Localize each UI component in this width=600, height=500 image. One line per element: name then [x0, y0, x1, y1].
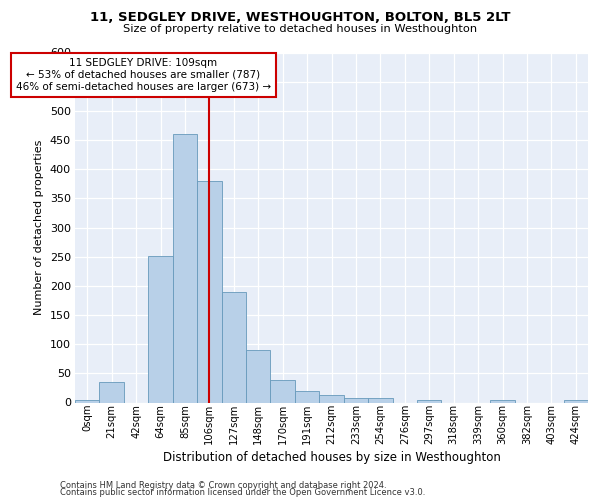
- X-axis label: Distribution of detached houses by size in Westhoughton: Distribution of detached houses by size …: [163, 451, 500, 464]
- Bar: [490, 400, 515, 402]
- Bar: [197, 181, 221, 402]
- Text: 11, SEDGLEY DRIVE, WESTHOUGHTON, BOLTON, BL5 2LT: 11, SEDGLEY DRIVE, WESTHOUGHTON, BOLTON,…: [90, 11, 510, 24]
- Text: Size of property relative to detached houses in Westhoughton: Size of property relative to detached ho…: [123, 24, 477, 34]
- Bar: [148, 256, 173, 402]
- Bar: [368, 398, 392, 402]
- Bar: [417, 400, 442, 402]
- Bar: [75, 400, 100, 402]
- Bar: [295, 391, 319, 402]
- Bar: [246, 350, 271, 403]
- Bar: [173, 134, 197, 402]
- Bar: [221, 292, 246, 403]
- Text: Contains HM Land Registry data © Crown copyright and database right 2024.: Contains HM Land Registry data © Crown c…: [60, 481, 386, 490]
- Bar: [319, 395, 344, 402]
- Bar: [100, 382, 124, 402]
- Text: Contains public sector information licensed under the Open Government Licence v3: Contains public sector information licen…: [60, 488, 425, 497]
- Bar: [563, 400, 588, 402]
- Text: 11 SEDGLEY DRIVE: 109sqm
← 53% of detached houses are smaller (787)
46% of semi-: 11 SEDGLEY DRIVE: 109sqm ← 53% of detach…: [16, 58, 271, 92]
- Bar: [344, 398, 368, 402]
- Y-axis label: Number of detached properties: Number of detached properties: [34, 140, 44, 315]
- Bar: [271, 380, 295, 402]
